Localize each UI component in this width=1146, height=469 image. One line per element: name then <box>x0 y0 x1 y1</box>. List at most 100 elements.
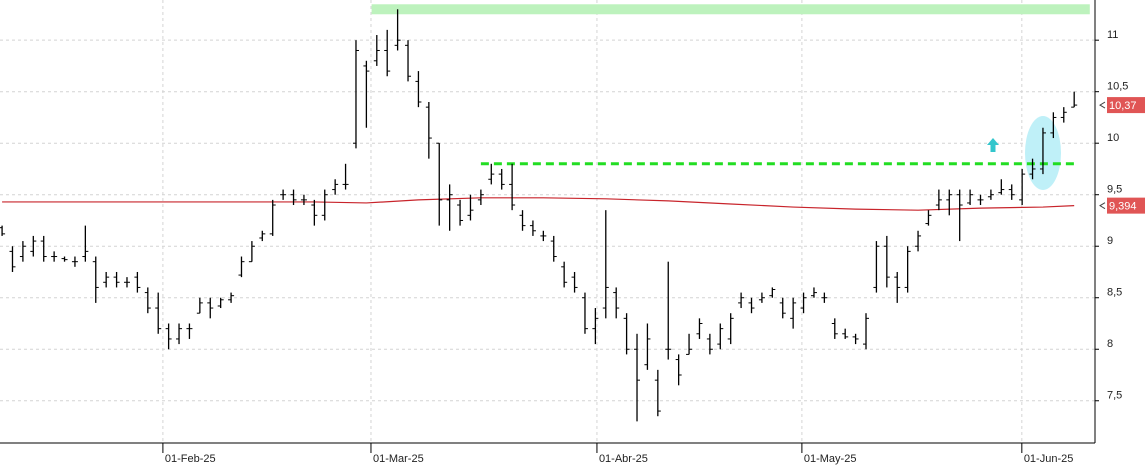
ohlc-bar <box>144 287 151 314</box>
ohlc-bar <box>748 297 755 314</box>
ohlc-bar <box>873 241 880 293</box>
up-arrow <box>987 138 999 152</box>
ohlc-bar <box>457 199 464 226</box>
ohlc-bar <box>863 313 870 350</box>
ohlc-bar <box>831 318 838 339</box>
ohlc-bar <box>165 323 172 350</box>
y-tick-label: 10,5 <box>1107 81 1128 93</box>
ohlc-bar <box>769 287 776 298</box>
x-tick-label: 01-Feb-25 <box>165 453 216 465</box>
ohlc-bar <box>977 194 984 206</box>
ohlc-bar <box>738 292 745 309</box>
ohlc-bar <box>238 256 245 278</box>
y-tick-label: 11 <box>1107 29 1118 41</box>
ohlc-bar <box>436 142 443 226</box>
ohlc-bar <box>634 333 641 422</box>
ohlc-bar <box>540 230 547 242</box>
ohlc-bar <box>176 323 183 345</box>
ohlc-bar <box>248 241 255 263</box>
ohlc-bar <box>321 189 328 221</box>
ohlc-bar <box>915 230 922 252</box>
ohlc-bar <box>654 369 661 417</box>
ohlc-bar <box>113 271 120 288</box>
ohlc-bar <box>269 199 276 236</box>
ohlc-bar <box>613 287 620 319</box>
x-tick-label: 01-May-25 <box>804 453 857 465</box>
ohlc-bar <box>290 189 297 206</box>
ohlc-bar <box>51 251 58 262</box>
x-tick-label: 01-Jun-25 <box>1024 453 1074 465</box>
ohlc-bar <box>207 297 214 319</box>
ohlc-bar <box>1029 158 1036 180</box>
ohlc-bar <box>394 9 401 51</box>
ohlc-bar <box>30 235 37 257</box>
ohlc-bar <box>373 35 380 66</box>
ohlc-bar <box>1008 184 1015 200</box>
price-pointer <box>1099 101 1106 109</box>
ohlc-bar <box>800 292 807 314</box>
ohlc-bar <box>810 287 817 298</box>
ohlc-bar <box>217 297 224 309</box>
ohlc-bar <box>332 179 339 195</box>
ohlc-bar <box>425 101 432 159</box>
ohlc-bar <box>1019 168 1026 206</box>
ohlc-bar <box>852 333 859 345</box>
price-box <box>1107 197 1145 214</box>
ohlc-bar <box>550 235 557 262</box>
ohlc-bar <box>602 210 609 319</box>
ohlc-bar <box>82 225 89 262</box>
y-tick-label: 8,5 <box>1107 287 1122 299</box>
ohlc-bar <box>186 323 193 339</box>
ohlc-bar <box>384 29 391 77</box>
x-tick-label: 01-Abr-25 <box>599 453 648 465</box>
ohlc-bar <box>1050 112 1057 139</box>
ohlc-bar <box>363 60 370 128</box>
ohlc-bar <box>352 40 359 149</box>
ohlc-bar <box>155 292 162 334</box>
ohlc-bar <box>894 271 901 303</box>
ohlc-bar <box>998 179 1005 195</box>
ohlc-bar <box>1039 127 1046 175</box>
ohlc-bar <box>571 271 578 293</box>
ohlc-bar <box>415 71 422 108</box>
ohlc-bar <box>342 163 349 190</box>
ohlc-bar <box>904 246 911 293</box>
price-label: 10,37 <box>1109 100 1137 112</box>
ohlc-bar <box>883 235 890 288</box>
ohlc-bar <box>686 333 693 355</box>
ohlc-bar <box>675 354 682 386</box>
x-tick-label: 01-Mar-25 <box>373 453 424 465</box>
ohlc-bar <box>9 246 16 272</box>
ohlc-bar <box>228 292 235 303</box>
ohlc-bar <box>790 297 797 329</box>
ohlc-bar <box>405 40 412 82</box>
ohlc-bar <box>103 271 110 288</box>
ohlc-bar <box>300 194 307 206</box>
y-tick-label: 10 <box>1107 132 1119 144</box>
ohlc-bar <box>19 241 26 262</box>
ohlc-bar <box>581 292 588 334</box>
ohlc-bar <box>0 225 6 236</box>
ohlc-bar <box>717 323 724 350</box>
ohlc-bar <box>519 210 526 231</box>
ohlc-bar <box>561 261 568 288</box>
ohlc-bar <box>311 199 318 226</box>
ohlc-bar <box>529 220 536 236</box>
ohlc-bar <box>706 333 713 355</box>
ohlc-bar <box>758 292 765 303</box>
top-band <box>371 4 1090 15</box>
ohlc-bar <box>925 210 932 226</box>
ohlc-bar <box>644 323 651 370</box>
ohlc-bar <box>727 313 734 345</box>
price-label: 9,394 <box>1109 201 1137 213</box>
y-tick-label: 9,5 <box>1107 184 1122 196</box>
ohlc-bar <box>821 292 828 303</box>
ohlc-bar <box>935 189 942 211</box>
ohlc-bar <box>946 189 953 216</box>
y-tick-label: 8 <box>1107 338 1113 350</box>
ohlc-bar <box>134 271 141 293</box>
ohlc-bar <box>623 313 630 355</box>
ohlc-bar <box>71 256 78 267</box>
ohlc-bar <box>779 297 786 319</box>
